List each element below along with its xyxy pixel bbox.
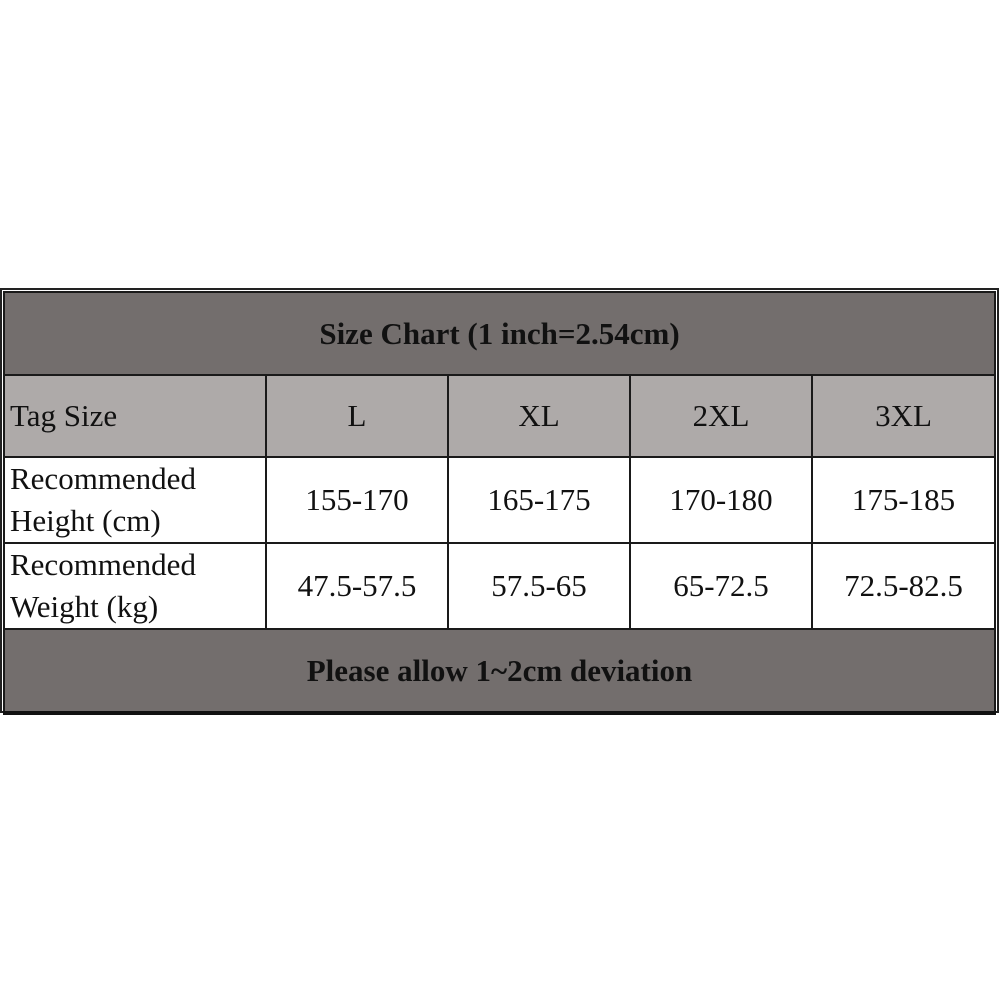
- title-row: Size Chart (1 inch=2.54cm): [3, 291, 996, 376]
- tag-size-label: Tag Size: [3, 374, 267, 458]
- height-value: 170-180: [629, 456, 813, 544]
- height-value: 175-185: [811, 456, 996, 544]
- height-label: Recommended Height (cm): [3, 456, 267, 544]
- deviation-note: Please allow 1~2cm deviation: [3, 628, 996, 715]
- height-value: 165-175: [447, 456, 631, 544]
- height-value: 155-170: [265, 456, 449, 544]
- size-xl: XL: [447, 374, 631, 458]
- size-3xl: 3XL: [811, 374, 996, 458]
- weight-label-line2: Weight (kg): [10, 589, 159, 624]
- weight-row: Recommended Weight (kg) 47.5-57.5 57.5-65…: [3, 542, 996, 630]
- weight-value: 47.5-57.5: [265, 542, 449, 630]
- height-label-line2: Height (cm): [10, 503, 161, 538]
- height-label-line1: Recommended: [10, 461, 196, 496]
- size-l: L: [265, 374, 449, 458]
- tag-size-row: Tag Size L XL 2XL 3XL: [3, 374, 996, 458]
- weight-label-line1: Recommended: [10, 547, 196, 582]
- size-2xl: 2XL: [629, 374, 813, 458]
- chart-title: Size Chart (1 inch=2.54cm): [3, 291, 996, 376]
- weight-label: Recommended Weight (kg): [3, 542, 267, 630]
- height-row: Recommended Height (cm) 155-170 165-175 1…: [3, 456, 996, 544]
- weight-value: 57.5-65: [447, 542, 631, 630]
- weight-value: 72.5-82.5: [811, 542, 996, 630]
- size-chart-table: Size Chart (1 inch=2.54cm) Tag Size L XL…: [3, 291, 996, 715]
- weight-value: 65-72.5: [629, 542, 813, 630]
- footer-row: Please allow 1~2cm deviation: [3, 628, 996, 715]
